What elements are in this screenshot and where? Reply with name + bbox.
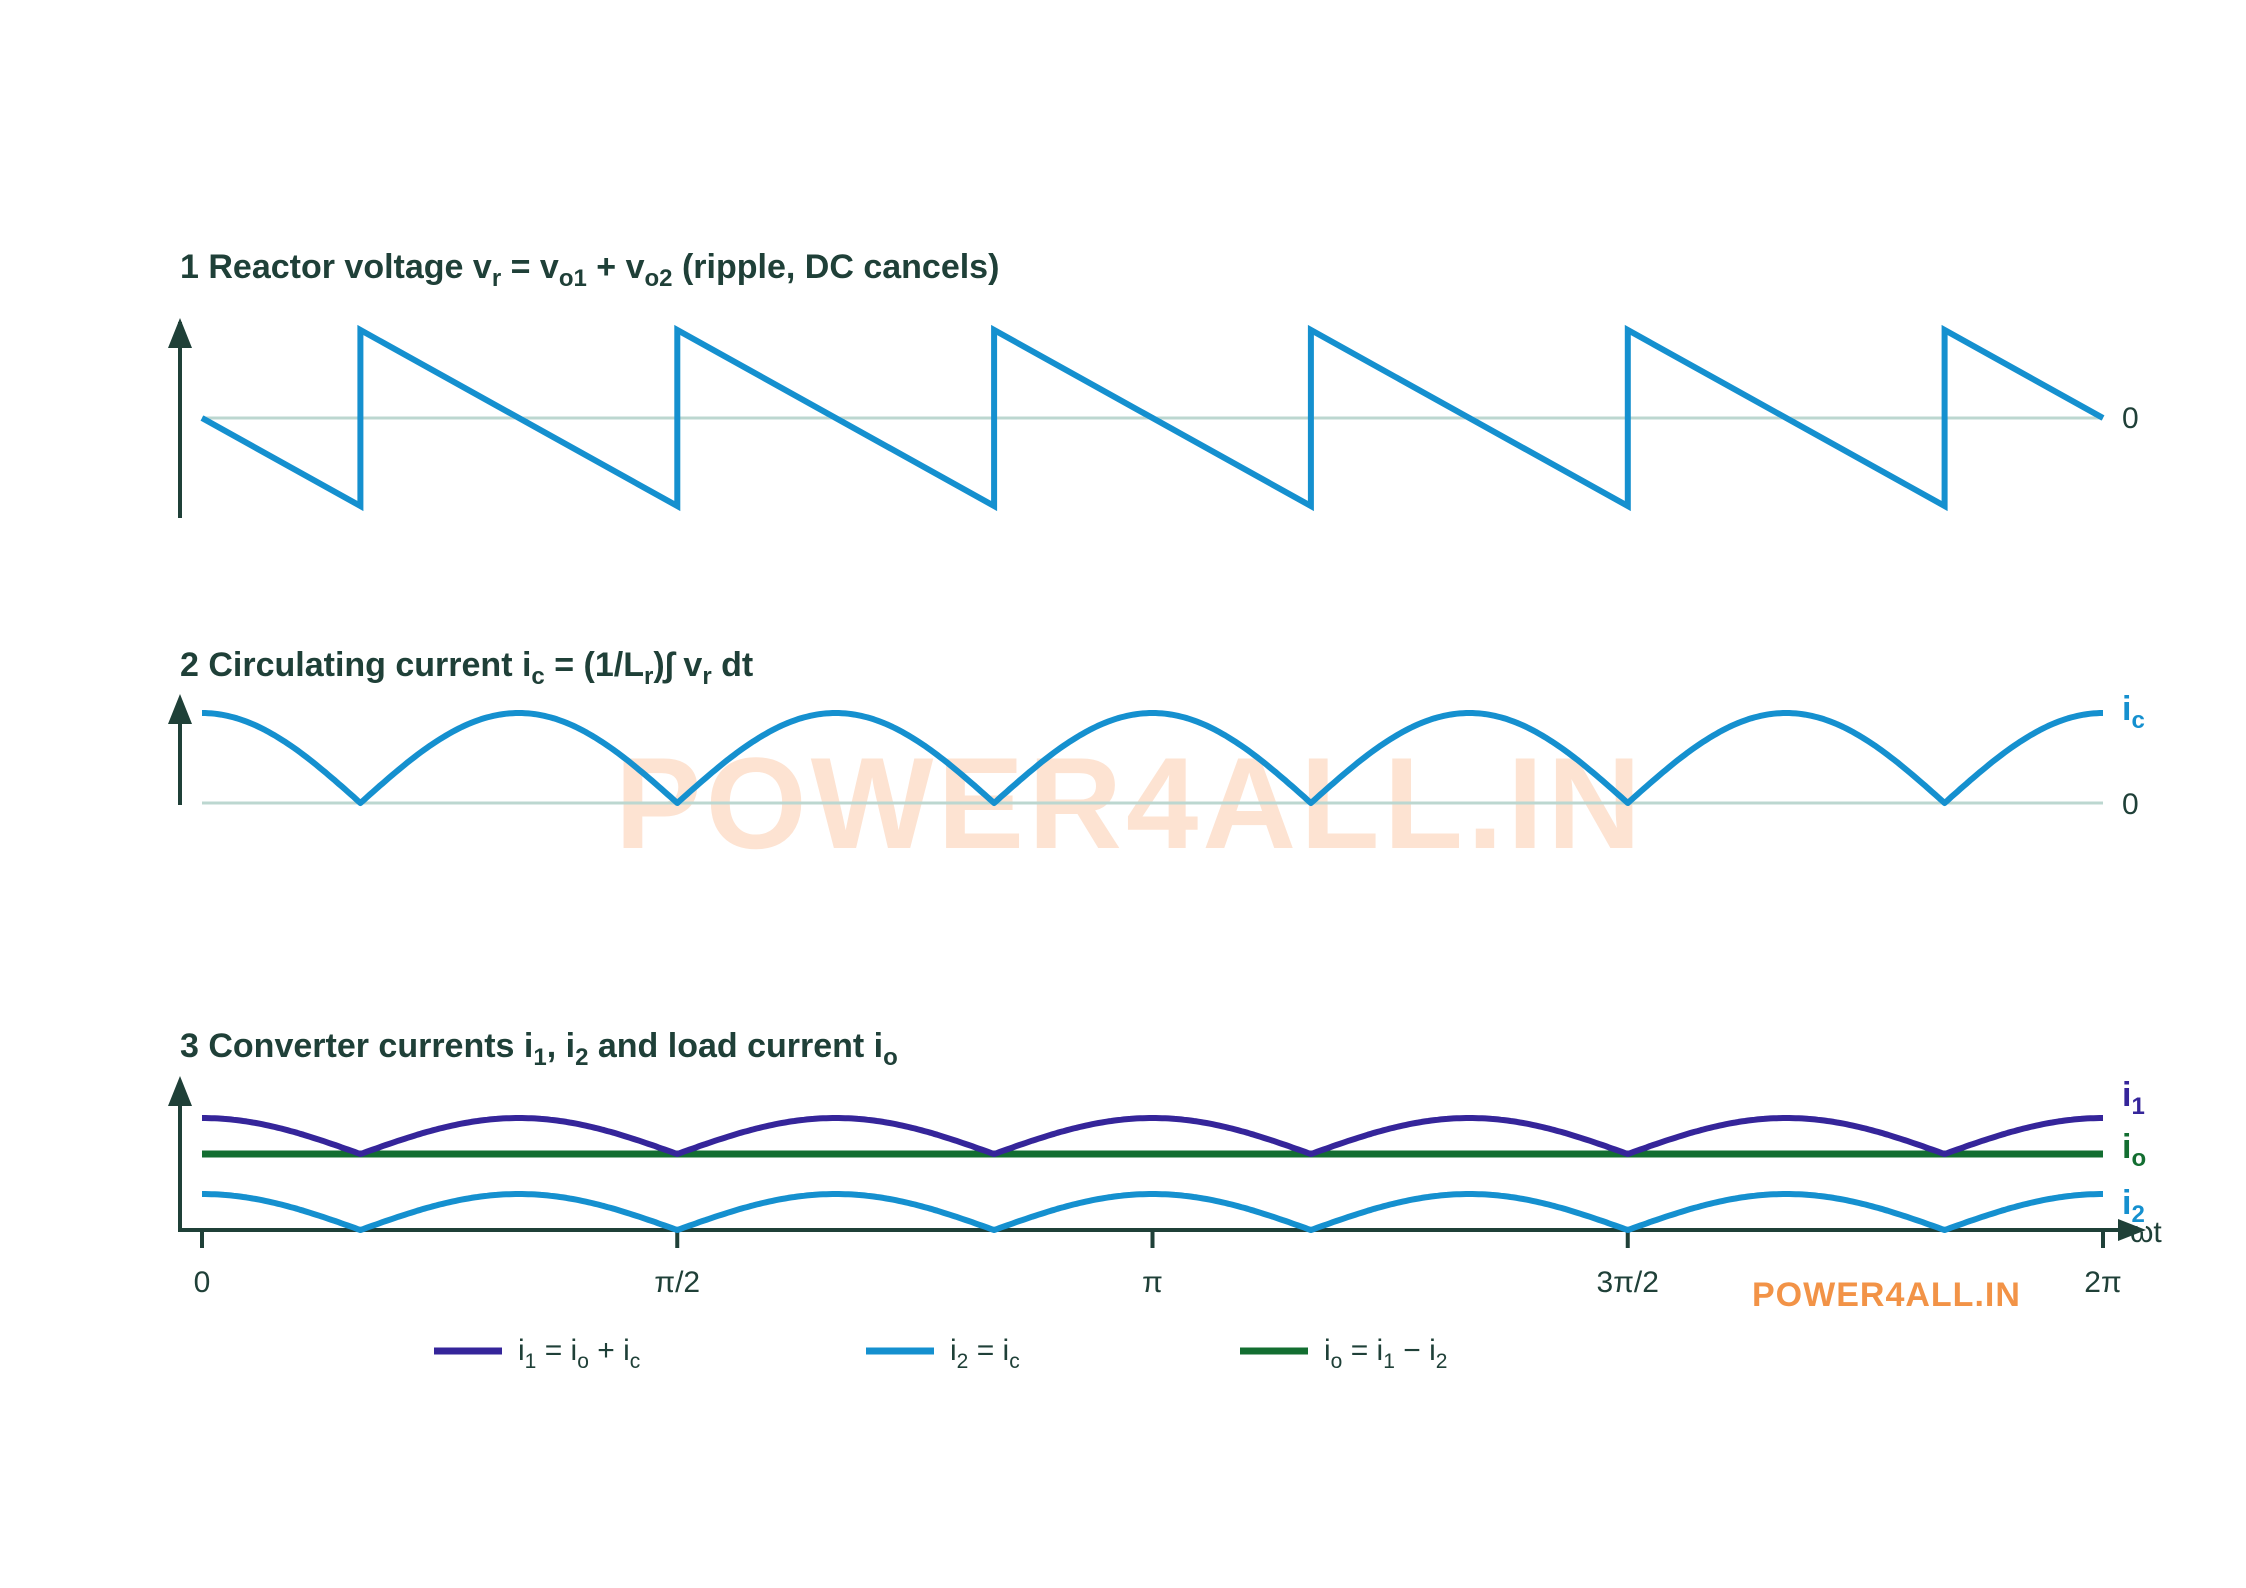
- panel-1-title-part: Reactor voltage v: [208, 248, 492, 286]
- series-ic-label-part: i: [2122, 690, 2131, 728]
- x-tick-label: π/2: [654, 1266, 700, 1299]
- legend: i1 = io + ic i2 = ic io = i1 − i2: [434, 1334, 1447, 1373]
- panel-3-title-part: and load current i: [588, 1027, 883, 1065]
- panel-2-title-number: 2: [180, 646, 208, 684]
- panel-2-title-part: dt: [712, 646, 754, 684]
- series-i1-line: [202, 1115, 2103, 1157]
- panel-3-title-part: o: [883, 1044, 898, 1071]
- panel-2-title-part: r: [702, 663, 711, 690]
- panel-1-zero-label: 0: [2122, 402, 2139, 435]
- legend-label-i1: i1 = io + ic: [518, 1334, 640, 1373]
- legend-label-i2-part: c: [1009, 1350, 1020, 1373]
- panel-1-title-part: = v: [501, 248, 559, 286]
- panel-1-title: 1 Reactor voltage vr = vo1 + vo2 (ripple…: [180, 248, 999, 292]
- x-axis-arrow-icon: [2118, 1219, 2146, 1241]
- panel-2-title: 2 Circulating current ic = (1/Lr)∫ vr dt: [180, 646, 753, 690]
- legend-label-io-part: i: [1324, 1334, 1331, 1367]
- series-io-label-part: o: [2131, 1145, 2146, 1172]
- x-axis-label: ωt: [2130, 1216, 2162, 1249]
- series-ic-label-part: c: [2131, 707, 2144, 734]
- panel-2-title-part: )∫ v: [653, 646, 702, 684]
- brand-logo-text: POWER4ALL.IN: [1752, 1276, 2021, 1314]
- series-i2-label-part: 2: [2131, 1201, 2144, 1228]
- panel-2-y-axis-arrow-icon: [168, 694, 192, 724]
- panel-2-zero-label: 0: [2122, 788, 2139, 821]
- legend-label-i1-part: c: [630, 1350, 641, 1373]
- panel-3: 3 Converter currents i1, i2 and load cur…: [168, 1027, 2162, 1299]
- legend-label-io: io = i1 − i2: [1324, 1334, 1447, 1373]
- legend-label-i1-part: + i: [589, 1334, 630, 1367]
- legend-label-i2: i2 = ic: [950, 1334, 1020, 1373]
- panel-3-title-part: Converter currents i: [208, 1027, 533, 1065]
- series-i1-label: i1: [2122, 1076, 2145, 1120]
- panel-1-title-number: 1: [180, 248, 208, 286]
- panel-2-title-part: r: [644, 663, 653, 690]
- series-io-label: io: [2122, 1128, 2146, 1172]
- x-axis-ticks: 0 π/2 π 3π/2 2π: [194, 1230, 2122, 1299]
- series-io-label-part: i: [2122, 1128, 2131, 1166]
- legend-label-i2-part: = i: [968, 1334, 1009, 1367]
- x-tick-label: 0: [194, 1266, 211, 1299]
- panel-3-title: 3 Converter currents i1, i2 and load cur…: [180, 1027, 898, 1071]
- panel-1-title-part: o1: [559, 265, 587, 292]
- panel-2-title-part: Circulating current i: [208, 646, 531, 684]
- legend-label-io-part: = i: [1342, 1334, 1383, 1367]
- panel-3-title-part: 1: [533, 1044, 546, 1071]
- panel-1-title-part: r: [492, 265, 501, 292]
- panel-3-title-part: 2: [575, 1044, 588, 1071]
- series-vr-line: [200, 324, 2105, 512]
- x-tick-label: π: [1142, 1266, 1163, 1299]
- panel-1-title-part: + v: [587, 248, 645, 286]
- legend-label-i2-part: i: [950, 1334, 957, 1367]
- panel-3-y-axis-arrow-icon: [168, 1076, 192, 1106]
- legend-label-i2-part: 2: [957, 1350, 969, 1373]
- panel-1-title-part: o2: [645, 265, 673, 292]
- panel-1-title-part: (ripple, DC cancels): [673, 248, 1000, 286]
- panel-2: 2 Circulating current ic = (1/Lr)∫ vr dt…: [168, 646, 2145, 821]
- series-ic-label: ic: [2122, 690, 2145, 734]
- legend-label-io-part: o: [1331, 1350, 1343, 1373]
- panel-2-title-part: c: [531, 663, 544, 690]
- x-tick-label: 2π: [2084, 1266, 2121, 1299]
- series-i2-line: [202, 1191, 2103, 1233]
- panel-3-title-number: 3: [180, 1027, 208, 1065]
- series-i1-label-part: i: [2122, 1076, 2131, 1114]
- panel-3-title-part: , i: [547, 1027, 575, 1065]
- series-ic-line: [202, 710, 2103, 806]
- legend-label-io-part: − i: [1395, 1334, 1436, 1367]
- legend-label-i1-part: = i: [536, 1334, 577, 1367]
- panel-2-title-part: = (1/L: [545, 646, 644, 684]
- series-i2-label-part: i: [2122, 1184, 2131, 1222]
- legend-label-i1-part: 1: [525, 1350, 537, 1373]
- legend-label-i1-part: i: [518, 1334, 525, 1367]
- panel-1: 1 Reactor voltage vr = vo1 + vo2 (ripple…: [168, 248, 2139, 518]
- series-i2-label: i2: [2122, 1184, 2145, 1228]
- panel-1-y-axis-arrow-icon: [168, 318, 192, 348]
- legend-label-i1-part: o: [577, 1350, 589, 1373]
- legend-label-io-part: 2: [1436, 1350, 1448, 1373]
- series-i1-label-part: 1: [2131, 1093, 2144, 1120]
- x-tick-label: 3π/2: [1597, 1266, 1659, 1299]
- legend-label-io-part: 1: [1383, 1350, 1395, 1373]
